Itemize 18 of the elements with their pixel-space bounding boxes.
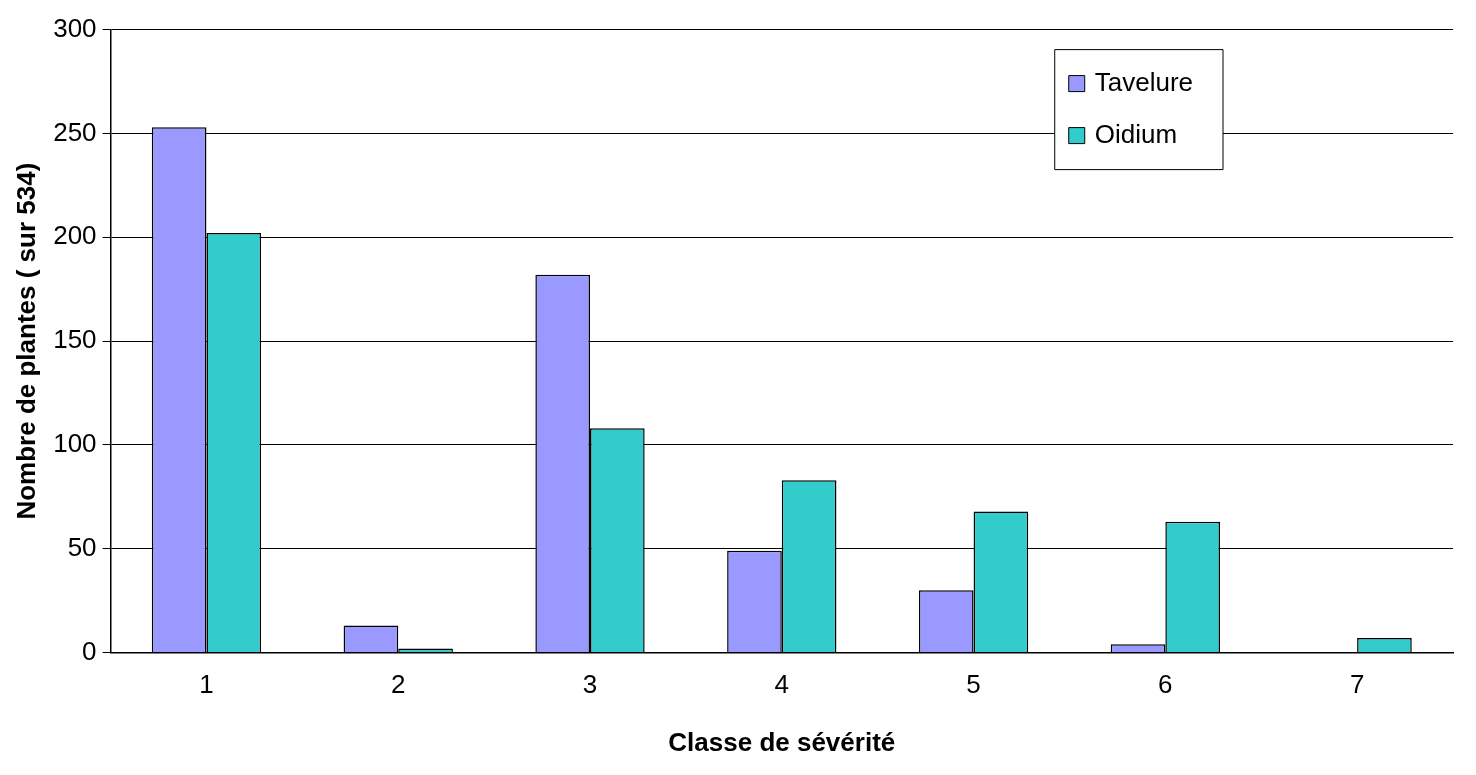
x-tick-label: 4 xyxy=(774,669,790,700)
y-tick-label: 150 xyxy=(53,324,97,355)
x-tick-label: 2 xyxy=(391,669,406,700)
x-tick-label: 3 xyxy=(582,669,598,700)
x-tick-label: 1 xyxy=(199,669,214,700)
x-axis-title: Classe de sévérité xyxy=(668,726,896,757)
x-tick-label: 5 xyxy=(966,669,981,700)
legend-label: Oidium xyxy=(1094,118,1178,149)
legend-label: Tavelure xyxy=(1094,66,1194,97)
y-tick-label: 250 xyxy=(53,116,97,147)
x-tick-label: 6 xyxy=(1158,669,1173,700)
y-tick-label: 200 xyxy=(53,220,97,251)
y-tick-label: 0 xyxy=(82,635,97,666)
y-tick-label: 50 xyxy=(67,531,97,562)
x-tick-label: 7 xyxy=(1349,669,1365,700)
y-tick-label: 100 xyxy=(53,428,97,459)
y-axis-title: Nombre de plantes ( sur 534) xyxy=(10,162,41,520)
y-tick-label: 300 xyxy=(53,12,97,43)
